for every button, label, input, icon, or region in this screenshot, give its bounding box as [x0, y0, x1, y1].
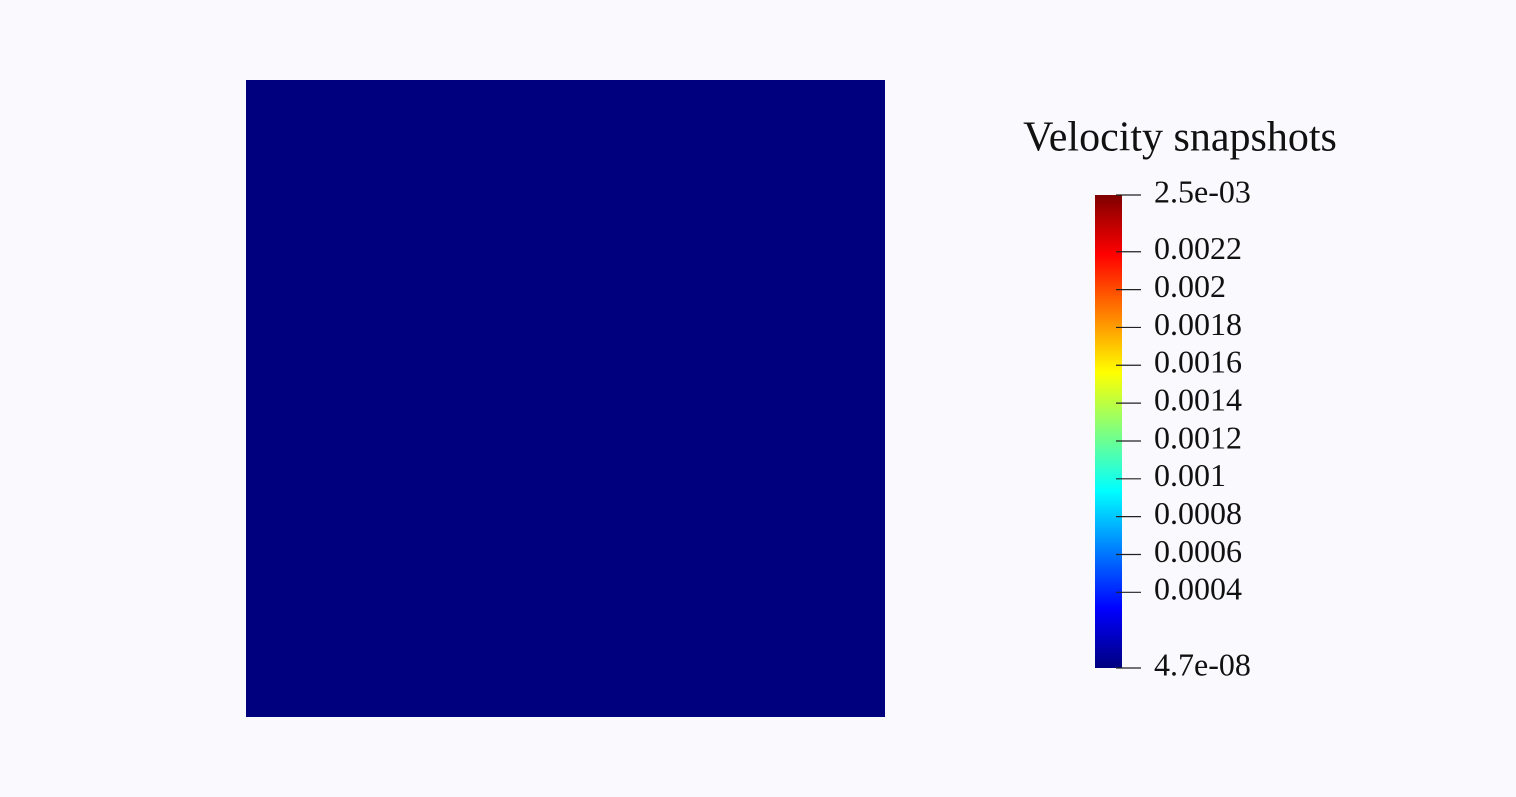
- colorbar-tick-label: 0.0018: [1154, 306, 1242, 342]
- field: [246, 80, 885, 717]
- field-lid-band: [246, 80, 885, 92]
- colorbar-tick-label: 0.0012: [1154, 419, 1242, 455]
- colorbar-tick-label: 0.002: [1154, 268, 1226, 304]
- colorbar-title: Velocity snapshots: [1023, 115, 1337, 161]
- colorbar-tick-label: 0.0022: [1154, 230, 1242, 266]
- colorbar-tick-label: 0.0014: [1154, 381, 1242, 417]
- colorbar-tick-label: 0.0008: [1154, 495, 1242, 531]
- colorbar-tick-label: 0.0016: [1154, 344, 1242, 380]
- colorbar-tick-label: 0.001: [1154, 457, 1226, 493]
- colorbar-tick-label: 0.0006: [1154, 533, 1242, 569]
- colorbar: [1095, 195, 1122, 668]
- colorbar-tick-label: 0.0004: [1154, 571, 1242, 607]
- colorbar-tick-label: 4.7e-08: [1154, 646, 1251, 682]
- colorbar-tick-label: 2.5e-03: [1154, 173, 1251, 209]
